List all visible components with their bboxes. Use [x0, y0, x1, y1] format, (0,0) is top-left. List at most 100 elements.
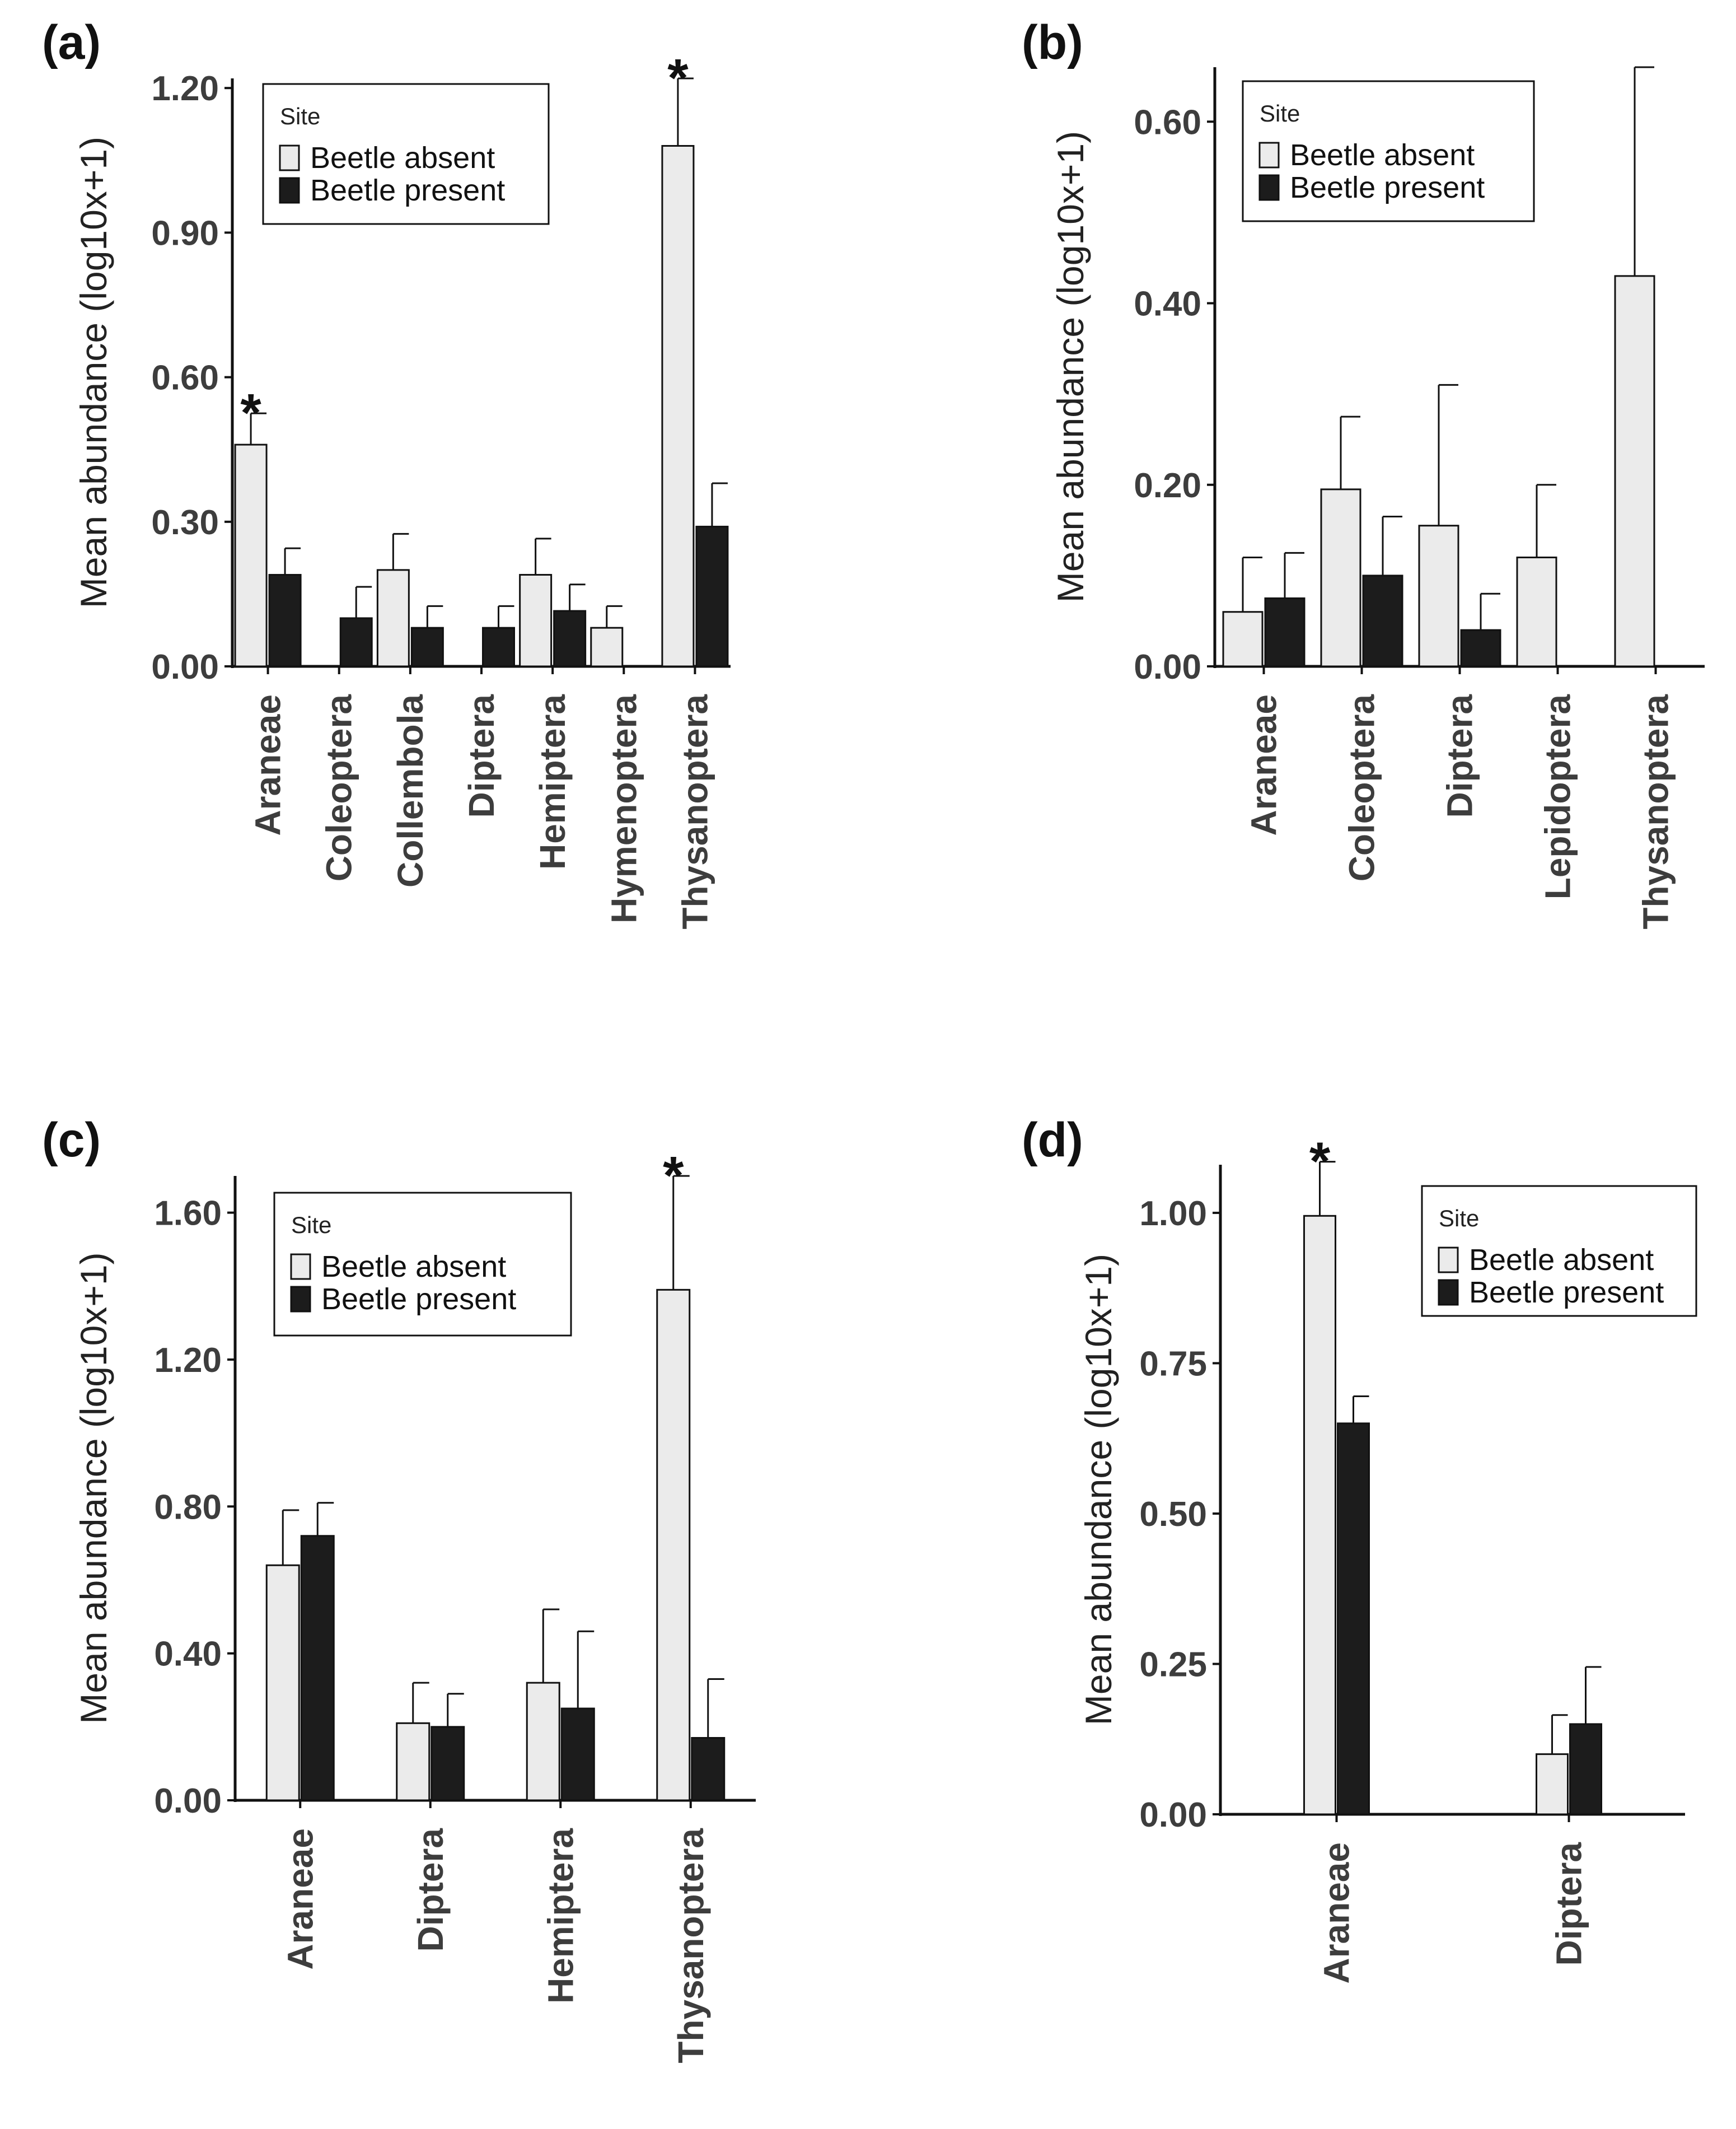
legend-title: Site — [1439, 1205, 1479, 1231]
significance-marker: * — [1309, 1132, 1331, 1192]
bar-beetle-absent — [526, 1682, 560, 1801]
x-tick-label: Diptera — [1440, 694, 1480, 818]
legend-box — [1421, 1185, 1697, 1317]
y-tick-label: 1.20 — [154, 1341, 222, 1380]
x-tick-label: Collembola — [390, 694, 431, 888]
legend-label-absent: Beetle absent — [321, 1250, 506, 1283]
panel-letter: (d) — [1022, 1113, 1083, 1167]
y-tick-label: 1.00 — [1139, 1194, 1207, 1233]
y-tick-label: 1.20 — [151, 69, 219, 108]
x-tick-label: Araneae — [248, 694, 288, 836]
bar-beetle-present — [410, 627, 444, 667]
y-tick-label: 0.00 — [1134, 648, 1201, 687]
legend-title: Site — [291, 1212, 331, 1238]
y-axis-label: Mean abundance (log10x+1) — [73, 1252, 114, 1724]
y-tick-label: 0.20 — [1134, 466, 1201, 505]
bar-beetle-present — [1362, 575, 1403, 667]
y-tick-label: 0.80 — [154, 1488, 222, 1526]
x-tick-label: Diptera — [461, 694, 502, 818]
legend-label-absent: Beetle absent — [1469, 1243, 1654, 1277]
x-tick-label: Diptera — [410, 1828, 451, 1952]
bar-beetle-present — [300, 1535, 335, 1801]
x-tick-label: Thysanoptera — [671, 1828, 711, 2063]
bar-beetle-absent — [661, 144, 695, 667]
x-tick-label: Araneae — [1244, 694, 1284, 836]
bar-beetle-present — [1569, 1723, 1602, 1815]
bar-beetle-absent — [590, 627, 624, 667]
bar-beetle-present — [691, 1737, 726, 1801]
legend-label-present: Beetle present — [1469, 1276, 1664, 1309]
x-tick-label: Araneae — [280, 1828, 320, 1970]
y-tick-label: 0.00 — [154, 1782, 222, 1820]
x-tick-label: Diptera — [1549, 1842, 1589, 1966]
legend-swatch-absent — [279, 144, 300, 171]
legend-swatch-absent — [1438, 1246, 1459, 1273]
chart-panel-3: (c) Mean abundance (log10x+1) 0.00 0.40 0.80… — [42, 1113, 756, 2063]
y-tick-label: 0.75 — [1139, 1344, 1207, 1383]
x-tick-label: Hemiptera — [540, 1828, 581, 2004]
legend-box — [262, 83, 550, 225]
panel-letter: (c) — [42, 1113, 101, 1167]
legend-title: Site — [1260, 100, 1300, 127]
legend-swatch-present — [1258, 174, 1280, 201]
x-tick-label: Hymenoptera — [603, 694, 644, 923]
bar-beetle-absent — [376, 569, 410, 667]
x-tick-label: Araneae — [1317, 1842, 1357, 1984]
legend-label-present: Beetle present — [310, 174, 505, 207]
bar-beetle-present — [553, 610, 587, 667]
y-tick-label: 0.60 — [151, 359, 219, 398]
chart-panel-2: (b) Mean abundance (log10x+1) 0.00 0.20 0.40… — [1022, 16, 1705, 930]
panel-letter: (b) — [1022, 16, 1083, 69]
significance-marker: * — [663, 1146, 684, 1206]
panel-letter: (a) — [42, 16, 101, 69]
significance-marker: * — [667, 48, 689, 108]
legend-box — [273, 1192, 572, 1337]
significance-marker: * — [240, 383, 261, 443]
bar-beetle-absent — [1222, 611, 1264, 667]
x-tick-label: Coleoptera — [1342, 694, 1382, 882]
y-tick-label: 0.30 — [151, 503, 219, 542]
legend-swatch-present — [279, 177, 300, 204]
legend-label-absent: Beetle absent — [310, 141, 495, 175]
x-tick-label: Coleoptera — [319, 694, 359, 882]
y-axis-label: Mean abundance (log10x+1) — [1050, 131, 1091, 603]
bar-beetle-present — [482, 627, 515, 667]
legend-swatch-absent — [290, 1253, 311, 1280]
x-tick-label: Hemiptera — [532, 694, 573, 870]
legend-swatch-present — [290, 1286, 311, 1313]
y-tick-label: 0.40 — [154, 1635, 222, 1674]
bar-beetle-present — [1337, 1422, 1370, 1815]
chart-panel-4: (d) Mean abundance (log10x+1) 0.00 0.25 0.50… — [1022, 1113, 1697, 1984]
bar-beetle-absent — [1418, 525, 1459, 667]
y-tick-label: 1.60 — [154, 1194, 222, 1233]
legend-title: Site — [280, 103, 320, 129]
x-tick-label: Thysanoptera — [1636, 694, 1676, 930]
bar-beetle-present — [268, 573, 302, 667]
x-tick-label: Lepidoptera — [1538, 694, 1578, 900]
bar-beetle-present — [339, 617, 373, 667]
bar-beetle-absent — [234, 443, 268, 667]
y-axis-label: Mean abundance (log10x+1) — [1078, 1254, 1119, 1725]
bar-beetle-absent — [1303, 1215, 1336, 1815]
legend-label-present: Beetle present — [321, 1282, 516, 1316]
chart-panel-1: (a) Mean abundance (log10x+1) 0.00 0.30 0.60… — [42, 16, 731, 930]
bar-beetle-absent — [519, 573, 553, 667]
bar-beetle-present — [1264, 597, 1305, 667]
x-tick-label: Thysanoptera — [675, 694, 715, 930]
legend-box — [1242, 80, 1535, 222]
bar-beetle-absent — [1516, 556, 1557, 667]
bar-beetle-present — [560, 1707, 595, 1801]
y-tick-label: 0.00 — [151, 648, 219, 687]
y-tick-label: 0.50 — [1139, 1495, 1207, 1534]
bar-beetle-absent — [1614, 275, 1655, 667]
y-tick-label: 0.60 — [1134, 103, 1201, 142]
y-tick-label: 0.40 — [1134, 285, 1201, 324]
legend-label-present: Beetle present — [1290, 171, 1485, 204]
legend-swatch-present — [1438, 1279, 1459, 1306]
legend-label-absent: Beetle absent — [1290, 138, 1475, 172]
y-axis-label: Mean abundance (log10x+1) — [73, 137, 114, 608]
bar-beetle-present — [431, 1726, 465, 1801]
bar-beetle-absent — [1536, 1753, 1569, 1815]
bar-beetle-absent — [656, 1288, 691, 1801]
